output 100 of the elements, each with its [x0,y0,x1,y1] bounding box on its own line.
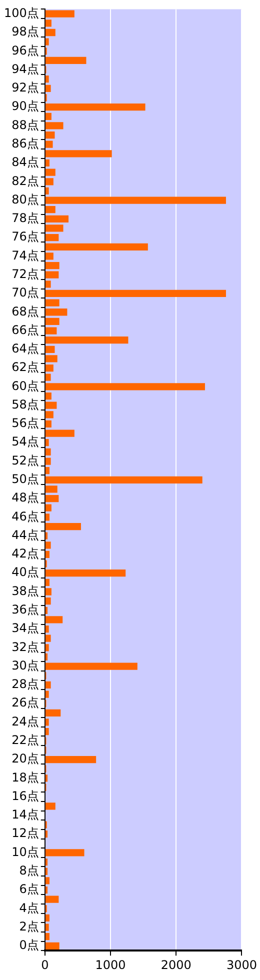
y-tick-label: 20点 [12,752,39,766]
bar [45,299,60,306]
bar [45,662,138,670]
y-tick-label: 78点 [12,211,39,226]
y-tick-label: 0点 [19,938,39,952]
y-tick-label: 36点 [12,602,39,617]
bar [45,542,51,549]
bar [45,196,226,204]
y-tick-label: 54点 [12,434,39,449]
bar [45,877,50,884]
bar [45,858,48,866]
y-tick-label: 64点 [12,342,39,356]
bar [45,532,48,540]
bar [45,402,57,409]
y-tick-label: 8点 [19,864,39,878]
y-tick-label: 98点 [12,24,39,39]
y-tick-label: 96点 [12,43,39,58]
bar [45,392,52,400]
bar [45,448,51,456]
y-tick-label: 80点 [12,192,39,206]
bar [45,550,50,558]
bar [45,718,49,726]
y-tick-label: 60点 [12,378,39,393]
bar [45,159,50,167]
bar [45,709,61,716]
bar [45,933,50,940]
bar [45,215,69,222]
bar [45,76,49,83]
bar [45,868,48,875]
bar [45,728,49,736]
y-tick-label: 10点 [12,844,39,859]
y-tick-label: 16点 [12,788,39,803]
bar [45,625,49,633]
x-tick-label: 3000 [226,958,258,972]
bar [45,486,58,493]
bar [45,131,55,139]
bar [45,439,49,446]
bar [45,598,51,605]
bar [45,896,59,903]
y-tick-label: 62点 [12,360,39,374]
bar [45,364,54,372]
y-tick-label: 88点 [12,118,39,132]
y-tick-label: 30点 [12,658,39,672]
y-tick-label: 70点 [12,286,39,300]
y-tick-label: 26点 [12,696,39,710]
bar [45,849,84,856]
x-tick-label: 0 [41,958,49,972]
y-tick-label: 12点 [12,826,39,840]
bar [45,308,68,316]
y-tick-label: 72点 [12,266,39,281]
bar [45,140,53,148]
y-tick-label: 48点 [12,490,39,505]
bar [45,578,50,586]
y-tick-label: 34点 [12,621,39,636]
y-tick-label: 92点 [12,80,39,95]
bar [45,914,50,922]
y-tick-label: 46点 [12,509,39,524]
bar [45,430,74,437]
bar [45,38,49,46]
y-tick-label: 22点 [12,733,39,748]
bar [45,570,126,577]
y-tick-label: 76点 [12,230,39,244]
bar [45,504,52,512]
y-tick-label: 94点 [12,62,39,76]
bar [45,355,58,362]
y-tick-label: 24点 [12,714,39,728]
y-tick-label: 52点 [12,453,39,468]
bar [45,234,59,242]
bar [45,243,148,250]
bar [45,383,205,390]
bar [45,886,48,894]
bar [45,514,50,521]
y-tick-label: 58点 [12,397,39,412]
y-tick-label: 82点 [12,174,39,188]
bar [45,420,52,428]
y-tick-label: 86点 [12,136,39,150]
bar [45,774,48,782]
y-tick-label: 6点 [19,882,39,896]
bar [45,178,54,186]
y-tick-label: 14点 [12,808,39,822]
bar [45,290,226,298]
y-tick-label: 28点 [12,677,39,692]
bar [45,634,51,642]
y-tick-label: 42点 [12,546,39,561]
bar [45,84,51,92]
bar [45,271,59,278]
bar [45,104,146,111]
y-tick-label: 40点 [12,565,39,580]
bar [45,588,52,596]
bar [45,616,63,624]
bar [45,494,59,502]
bar [45,56,86,64]
bar [45,112,52,120]
bar [45,653,48,661]
bar [45,690,49,698]
bar [45,458,51,465]
x-tick-label: 1000 [95,958,126,972]
bar [45,942,60,950]
bar [45,522,81,530]
bar [45,252,54,260]
